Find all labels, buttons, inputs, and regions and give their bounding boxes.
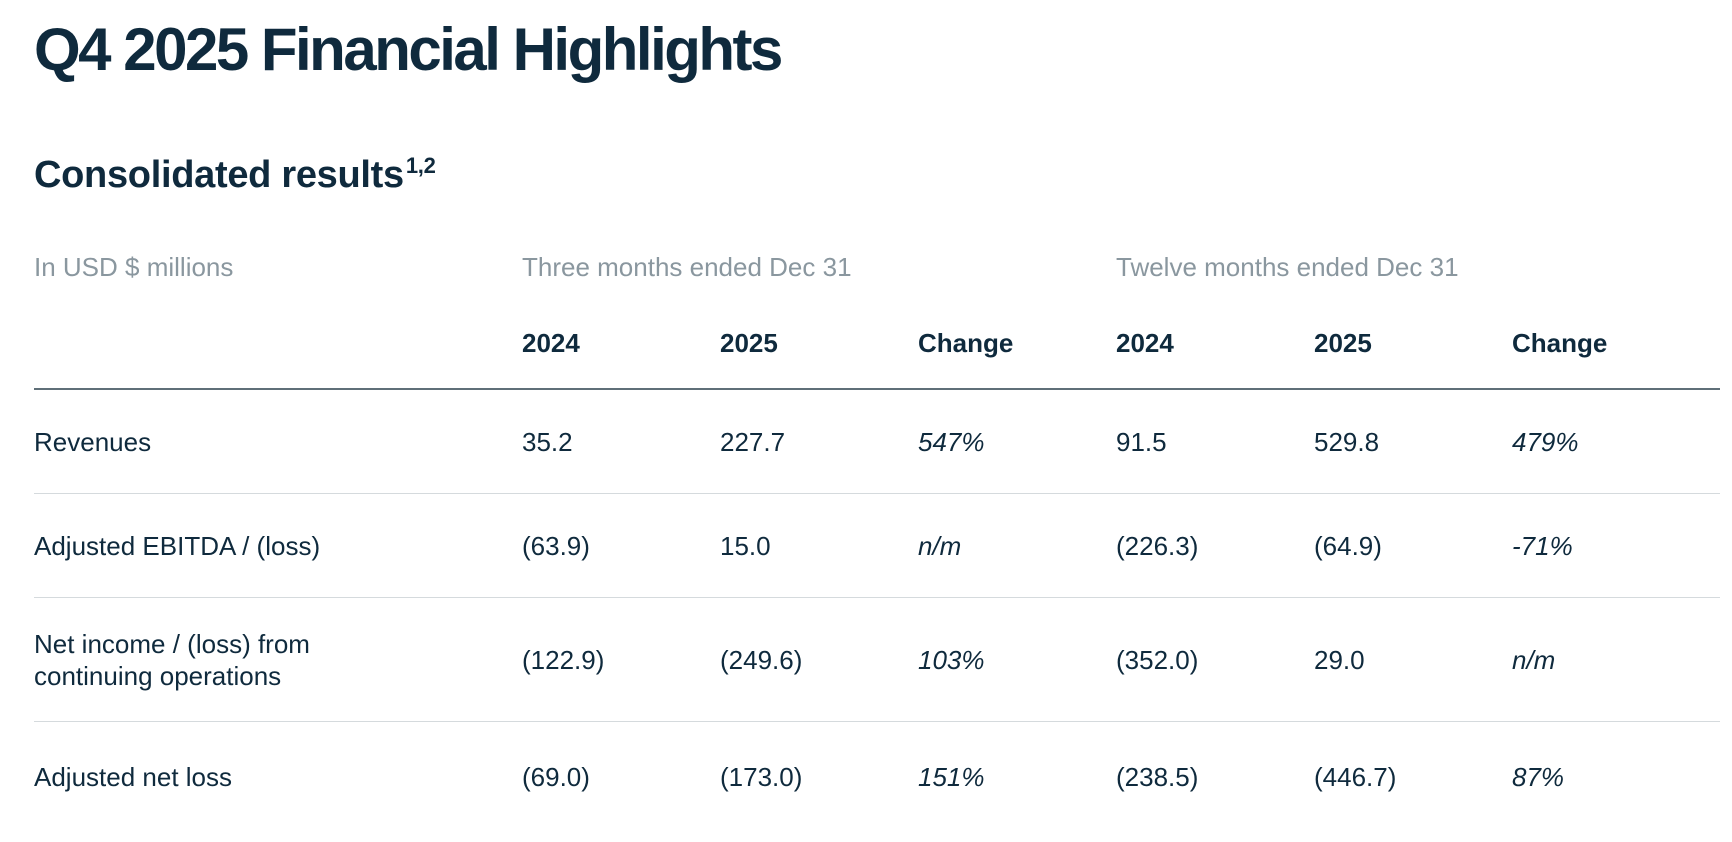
cell-fy-2025: 529.8 xyxy=(1314,426,1380,457)
cell-q-2025: (249.6) xyxy=(720,644,803,675)
consolidated-results-table: In USD $ millions Three months ended Dec… xyxy=(34,240,1720,832)
column-header-fy-change: Change xyxy=(1512,328,1608,358)
table-row-adjusted-ebitda: Adjusted EBITDA / (loss) (63.9) 15.0 n/m… xyxy=(34,494,1720,598)
cell-fy-2025: (446.7) xyxy=(1314,762,1397,792)
table-row-revenues: Revenues 35.2 227.7 547% 91.5 529.8 479% xyxy=(34,390,1720,494)
page-title: Q4 2025 Financial Highlights xyxy=(34,16,783,83)
column-header-q-2024: 2024 xyxy=(522,328,580,358)
cell-fy-2024: (226.3) xyxy=(1116,530,1199,561)
cell-fy-change: 479% xyxy=(1512,426,1579,457)
cell-q-2025: (173.0) xyxy=(720,762,803,792)
group-header-twelve-months: Twelve months ended Dec 31 xyxy=(1116,252,1459,282)
cell-fy-change: n/m xyxy=(1512,644,1556,675)
group-header-row: In USD $ millions Three months ended Dec… xyxy=(34,240,1720,296)
column-header-q-2025: 2025 xyxy=(720,328,778,358)
section-title: Consolidated results1,2 xyxy=(34,152,436,203)
row-label: Adjusted EBITDA / (loss) xyxy=(34,530,321,561)
column-header-row: 2024 2025 Change 2024 2025 Change xyxy=(34,296,1720,390)
cell-q-change: 103% xyxy=(918,644,985,675)
cell-fy-change: -71% xyxy=(1512,530,1573,561)
cell-q-2024: (69.0) xyxy=(522,762,590,792)
cell-q-2024: (122.9) xyxy=(522,644,605,675)
table-row-adjusted-net-loss: Adjusted net loss (69.0) (173.0) 151% (2… xyxy=(34,722,1720,832)
cell-q-2025: 15.0 xyxy=(720,530,771,561)
cell-fy-2025: (64.9) xyxy=(1314,530,1382,561)
cell-fy-2024: (352.0) xyxy=(1116,644,1199,675)
column-header-fy-2024: 2024 xyxy=(1116,328,1174,358)
cell-q-2024: 35.2 xyxy=(522,426,573,457)
group-header-three-months: Three months ended Dec 31 xyxy=(522,252,852,282)
cell-q-change: 547% xyxy=(918,426,985,457)
table-row-net-income: Net income / (loss) from continuing oper… xyxy=(34,598,1720,722)
cell-fy-2025: 29.0 xyxy=(1314,644,1365,675)
cell-q-2024: (63.9) xyxy=(522,530,590,561)
column-header-q-change: Change xyxy=(918,328,1014,358)
cell-q-change: 151% xyxy=(918,762,985,792)
row-label: Net income / (loss) from continuing oper… xyxy=(34,628,310,691)
cell-q-change: n/m xyxy=(918,530,962,561)
column-header-fy-2025: 2025 xyxy=(1314,328,1372,358)
cell-fy-2024: 91.5 xyxy=(1116,426,1167,457)
row-label: Adjusted net loss xyxy=(34,762,233,792)
cell-fy-2024: (238.5) xyxy=(1116,762,1199,792)
section-title-text: Consolidated results xyxy=(34,154,404,196)
footnote-marker: 1,2 xyxy=(405,153,436,178)
unit-label: In USD $ millions xyxy=(34,252,234,282)
row-label: Revenues xyxy=(34,426,152,457)
cell-fy-change: 87% xyxy=(1512,762,1565,792)
cell-q-2025: 227.7 xyxy=(720,426,786,457)
